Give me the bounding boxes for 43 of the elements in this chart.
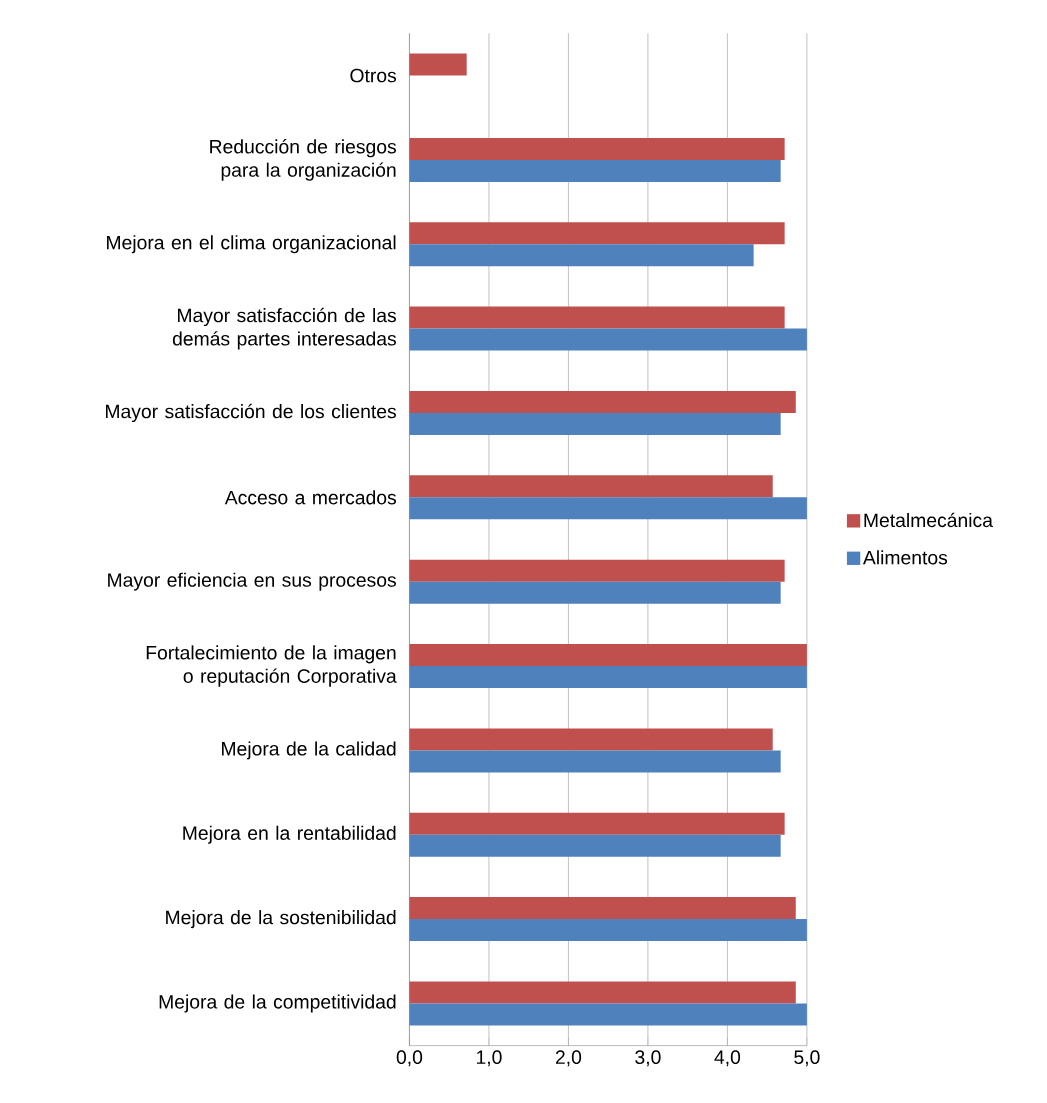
bar (409, 222, 785, 245)
y-tick-label: Mejora de la sostenibilidad (166, 910, 396, 929)
bar (409, 497, 807, 520)
y-tick-label: Mejora de la competitividad (159, 994, 396, 1013)
bar (409, 244, 754, 267)
bar (409, 559, 785, 582)
x-tick-label: 5,0 (794, 1050, 820, 1067)
bar (409, 728, 773, 751)
y-tick-label: Mayor satisfacción de los clientes (106, 403, 397, 423)
bar (409, 137, 785, 160)
bar (409, 159, 781, 182)
y-tick-label: Acceso a mercados (224, 490, 397, 505)
y-tick-label: Mayor eficiencia en sus procesos (108, 572, 397, 591)
y-tick-label: Mejora en la rentabilidad (183, 825, 396, 844)
bar (409, 1003, 807, 1026)
bar (409, 897, 796, 920)
x-tick-label: 2,0 (555, 1050, 582, 1067)
y-tick-label: Fortalecimiento de la imagen o reputación Corporativa (146, 645, 397, 687)
bar (409, 53, 467, 76)
x-tick-label: 4,0 (714, 1050, 741, 1067)
x-tick-label: 0,0 (396, 1050, 423, 1067)
bar (409, 390, 796, 413)
x-tick-label: 1,0 (477, 1050, 502, 1067)
bar (409, 750, 781, 773)
legend-label: Metalmecánica (864, 512, 993, 528)
x-tick-label: 3,0 (635, 1050, 661, 1067)
bar (409, 981, 796, 1004)
bar (409, 306, 785, 329)
bar (409, 666, 807, 689)
bar (409, 644, 807, 667)
bar (409, 919, 807, 942)
bar (409, 328, 807, 351)
bar (409, 581, 781, 604)
y-tick-label: Otros (350, 68, 397, 83)
bar (409, 475, 773, 498)
y-tick-label: Reducción de riesgos para la organización (210, 139, 397, 181)
y-tick-label: Mejora en el clima organizacional (107, 235, 396, 254)
bar (409, 812, 785, 835)
y-tick-label: Mayor satisfacción de las demás partes interesadas (172, 307, 397, 350)
legend-label: Alimentos (862, 550, 948, 565)
y-tick-label: Mejora de la calidad (222, 741, 396, 760)
bar (409, 834, 781, 857)
bar (409, 412, 781, 435)
